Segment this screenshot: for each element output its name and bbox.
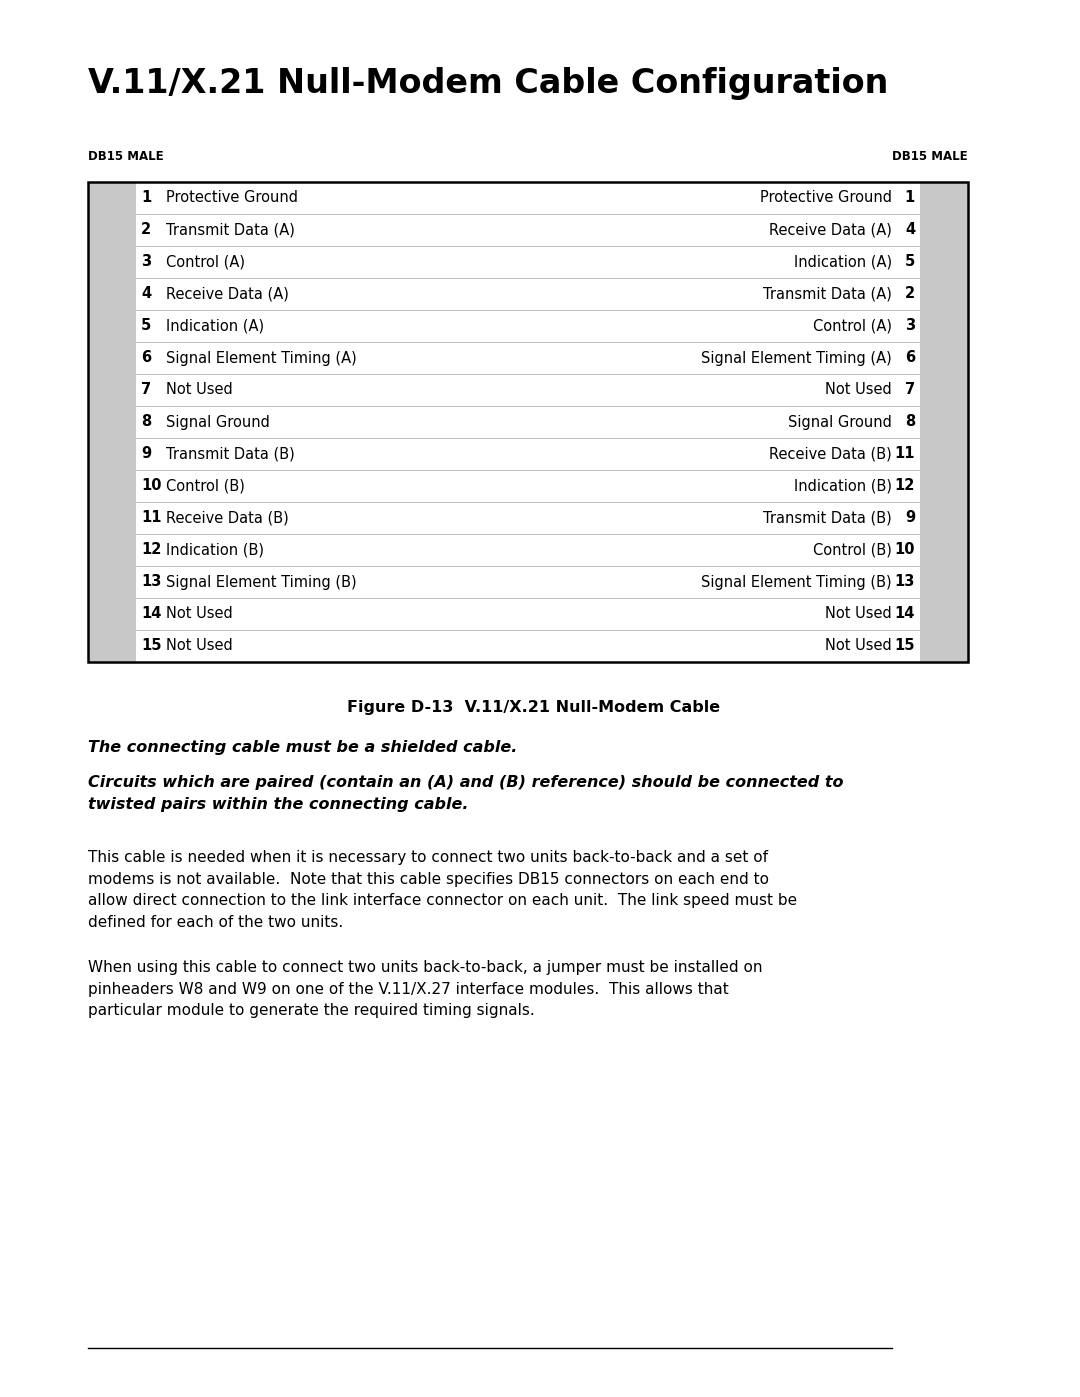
Text: When using this cable to connect two units back-to-back, a jumper must be instal: When using this cable to connect two uni… bbox=[87, 960, 762, 1018]
Text: Circuits which are paired (contain an (A) and (B) reference) should be connected: Circuits which are paired (contain an (A… bbox=[87, 775, 843, 812]
Text: 1: 1 bbox=[141, 190, 151, 205]
Text: Signal Element Timing (B): Signal Element Timing (B) bbox=[701, 574, 892, 590]
Text: 1: 1 bbox=[905, 190, 915, 205]
Text: 4: 4 bbox=[141, 286, 151, 302]
Text: Receive Data (B): Receive Data (B) bbox=[166, 510, 288, 525]
Text: 9: 9 bbox=[905, 510, 915, 525]
Text: Receive Data (B): Receive Data (B) bbox=[769, 447, 892, 461]
Text: Control (B): Control (B) bbox=[166, 479, 245, 493]
Text: 14: 14 bbox=[894, 606, 915, 622]
Text: Signal Ground: Signal Ground bbox=[166, 415, 270, 429]
Bar bbox=[87, 182, 136, 662]
Text: Control (A): Control (A) bbox=[813, 319, 892, 334]
Text: Transmit Data (A): Transmit Data (A) bbox=[166, 222, 295, 237]
Text: 2: 2 bbox=[905, 286, 915, 302]
Text: Control (B): Control (B) bbox=[813, 542, 892, 557]
Text: Transmit Data (B): Transmit Data (B) bbox=[764, 510, 892, 525]
Text: 5: 5 bbox=[141, 319, 151, 334]
Text: Receive Data (A): Receive Data (A) bbox=[769, 222, 892, 237]
Text: Transmit Data (A): Transmit Data (A) bbox=[764, 286, 892, 302]
Text: 9: 9 bbox=[141, 447, 151, 461]
Text: V.11/X.21 Null-Modem Cable Configuration: V.11/X.21 Null-Modem Cable Configuration bbox=[87, 67, 889, 101]
Text: 13: 13 bbox=[141, 574, 161, 590]
Text: Indication (A): Indication (A) bbox=[794, 254, 892, 270]
Text: The connecting cable must be a shielded cable.: The connecting cable must be a shielded … bbox=[87, 740, 517, 754]
Text: This cable is needed when it is necessary to connect two units back-to-back and : This cable is needed when it is necessar… bbox=[87, 849, 797, 930]
Text: Figure D-13  V.11/X.21 Null-Modem Cable: Figure D-13 V.11/X.21 Null-Modem Cable bbox=[348, 700, 720, 715]
Text: 6: 6 bbox=[905, 351, 915, 366]
Text: 13: 13 bbox=[894, 574, 915, 590]
Text: Signal Element Timing (A): Signal Element Timing (A) bbox=[166, 351, 356, 366]
Text: Control (A): Control (A) bbox=[166, 254, 245, 270]
Text: 11: 11 bbox=[141, 510, 162, 525]
Text: 8: 8 bbox=[141, 415, 151, 429]
Text: Not Used: Not Used bbox=[825, 606, 892, 622]
Text: 5: 5 bbox=[905, 254, 915, 270]
Text: 11: 11 bbox=[894, 447, 915, 461]
Text: 15: 15 bbox=[141, 638, 162, 654]
Text: Not Used: Not Used bbox=[166, 638, 233, 654]
Text: 12: 12 bbox=[894, 479, 915, 493]
Text: 4: 4 bbox=[905, 222, 915, 237]
Text: Indication (B): Indication (B) bbox=[166, 542, 264, 557]
Text: Not Used: Not Used bbox=[166, 606, 233, 622]
Bar bbox=[920, 182, 968, 662]
Text: Signal Element Timing (A): Signal Element Timing (A) bbox=[701, 351, 892, 366]
Text: 2: 2 bbox=[141, 222, 151, 237]
Text: 7: 7 bbox=[141, 383, 151, 398]
Text: Indication (B): Indication (B) bbox=[794, 479, 892, 493]
Text: Signal Ground: Signal Ground bbox=[788, 415, 892, 429]
Text: Not Used: Not Used bbox=[825, 638, 892, 654]
Text: 14: 14 bbox=[141, 606, 161, 622]
Text: 3: 3 bbox=[905, 319, 915, 334]
Text: Transmit Data (B): Transmit Data (B) bbox=[166, 447, 295, 461]
Text: 8: 8 bbox=[905, 415, 915, 429]
Text: Signal Element Timing (B): Signal Element Timing (B) bbox=[166, 574, 356, 590]
Text: 12: 12 bbox=[141, 542, 161, 557]
Text: 10: 10 bbox=[141, 479, 162, 493]
Text: Not Used: Not Used bbox=[166, 383, 233, 398]
Text: DB15 MALE: DB15 MALE bbox=[87, 149, 164, 163]
Text: 10: 10 bbox=[894, 542, 915, 557]
Text: Protective Ground: Protective Ground bbox=[166, 190, 298, 205]
Text: Indication (A): Indication (A) bbox=[166, 319, 265, 334]
Text: DB15 MALE: DB15 MALE bbox=[892, 149, 968, 163]
Bar bbox=[87, 182, 968, 662]
Text: 7: 7 bbox=[905, 383, 915, 398]
Text: Not Used: Not Used bbox=[825, 383, 892, 398]
Text: Receive Data (A): Receive Data (A) bbox=[166, 286, 288, 302]
Text: 6: 6 bbox=[141, 351, 151, 366]
Text: Protective Ground: Protective Ground bbox=[760, 190, 892, 205]
Text: 3: 3 bbox=[141, 254, 151, 270]
Text: 15: 15 bbox=[894, 638, 915, 654]
